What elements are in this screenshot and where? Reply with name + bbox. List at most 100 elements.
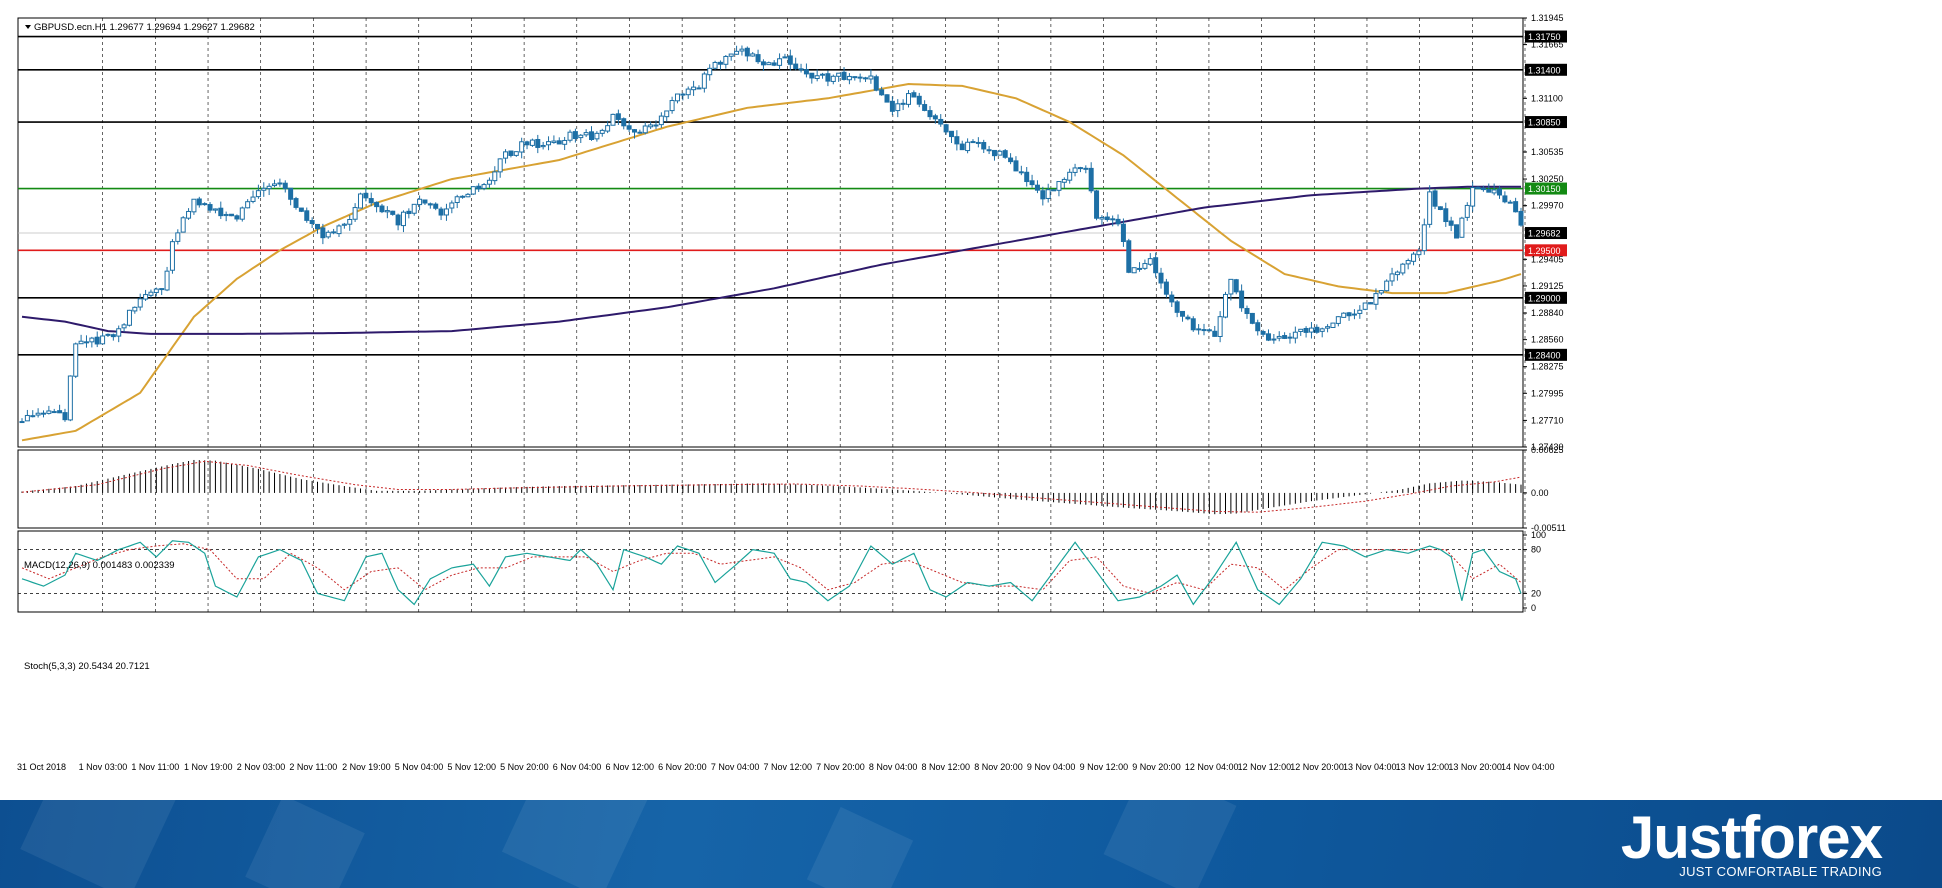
price-tick-label: 1.27430 xyxy=(1531,442,1564,452)
candle-body xyxy=(1357,309,1363,314)
brand-logo[interactable]: Justforex xyxy=(1620,804,1883,871)
candle-body xyxy=(658,115,664,126)
candle-body xyxy=(207,204,213,211)
candle-body xyxy=(578,134,584,139)
candle-body xyxy=(938,118,944,125)
candle-body xyxy=(803,69,809,75)
candle-body xyxy=(1169,294,1175,303)
candle-body xyxy=(766,62,772,66)
candle-body xyxy=(40,412,46,415)
stoch-tick-label: 20 xyxy=(1531,588,1541,598)
price-tick-label: 1.30535 xyxy=(1531,147,1564,157)
candle-body xyxy=(916,95,922,105)
time-label: 12 Nov 12:00 xyxy=(1238,762,1292,772)
candle-body xyxy=(1470,187,1476,207)
candle-body xyxy=(755,54,761,63)
candle-body xyxy=(1427,191,1433,225)
candle-body xyxy=(1126,240,1132,273)
candle-body xyxy=(1180,310,1186,317)
candle-body xyxy=(760,61,766,66)
candle-body xyxy=(1518,210,1524,226)
candle-body xyxy=(997,150,1003,156)
candle-body xyxy=(433,203,439,209)
candle-body xyxy=(363,192,369,199)
candle-body xyxy=(1287,336,1293,339)
candle-body xyxy=(315,223,321,230)
banner-shape xyxy=(501,800,649,888)
price-tick-label: 1.29970 xyxy=(1531,201,1564,211)
candle-body xyxy=(922,104,928,111)
candle-body xyxy=(1206,329,1212,332)
candle-body xyxy=(809,72,815,79)
candle-body xyxy=(691,86,697,91)
candle-body xyxy=(750,53,756,57)
candle-body xyxy=(863,77,869,80)
candle-body xyxy=(374,201,380,208)
candle-body xyxy=(793,63,799,70)
candle-body xyxy=(175,232,181,242)
price-tick-label: 1.27995 xyxy=(1531,388,1564,398)
candle-body xyxy=(535,138,541,148)
level-price-label: 1.31750 xyxy=(1528,32,1561,42)
candle-body xyxy=(1083,167,1089,170)
price-axis: 1.31750 1.31400 1.30850 1.30150 1.29500 1.290… xyxy=(1523,13,1567,613)
candle-body xyxy=(1394,271,1400,276)
candle-body xyxy=(696,87,702,90)
candle-body xyxy=(497,158,503,173)
panel-frames xyxy=(17,17,1524,613)
price-chart[interactable]: 1.31750 1.31400 1.30850 1.30150 1.29500 1.290… xyxy=(0,0,1942,800)
candle-body xyxy=(1013,160,1019,172)
candle-body xyxy=(852,76,858,79)
candle-body xyxy=(1088,167,1094,192)
time-label: 2 Nov 19:00 xyxy=(342,762,391,772)
collapse-triangle-icon[interactable] xyxy=(25,25,31,29)
price-tick-label: 1.28560 xyxy=(1531,335,1564,345)
candle-body xyxy=(1292,331,1298,339)
candle-body xyxy=(879,89,885,96)
time-label: 1 Nov 19:00 xyxy=(184,762,233,772)
candle-body xyxy=(734,50,740,55)
candle-body xyxy=(529,139,535,146)
time-label: 8 Nov 20:00 xyxy=(974,762,1023,772)
time-label: 5 Nov 04:00 xyxy=(395,762,444,772)
candle-body xyxy=(143,294,149,300)
candle-body xyxy=(1325,326,1331,329)
candle-body xyxy=(1244,307,1250,315)
candle-body xyxy=(100,335,106,345)
candle-body xyxy=(186,210,192,219)
stoch-main-line xyxy=(21,540,1522,606)
candle-body xyxy=(1029,180,1035,186)
candle-body xyxy=(272,183,278,187)
candle-body xyxy=(1497,188,1503,196)
candle-body xyxy=(685,88,691,96)
time-label: 12 Nov 20:00 xyxy=(1290,762,1344,772)
candle-body xyxy=(89,337,95,343)
candle-body xyxy=(46,410,52,414)
candle-body xyxy=(1416,250,1422,256)
candle-body xyxy=(1260,331,1266,335)
candle-body xyxy=(417,198,423,206)
candle-body xyxy=(1513,201,1519,213)
candle-body xyxy=(196,198,202,206)
candle-body xyxy=(621,118,627,127)
candle-body xyxy=(895,103,901,112)
time-label: 9 Nov 12:00 xyxy=(1080,762,1129,772)
candle-body xyxy=(460,195,466,198)
stoch-tick-label: 100 xyxy=(1531,530,1546,540)
candle-body xyxy=(707,67,713,76)
candle-body xyxy=(1265,333,1271,341)
time-label: 2 Nov 11:00 xyxy=(289,762,337,772)
macd-panel-frame xyxy=(17,449,1524,529)
candle-body xyxy=(94,336,100,345)
candle-body xyxy=(637,131,643,134)
candle-body xyxy=(83,341,89,344)
candle-body xyxy=(288,187,294,200)
macd-panel xyxy=(21,459,1522,515)
candle-body xyxy=(1308,327,1314,333)
candle-body xyxy=(293,198,299,208)
candle-body xyxy=(352,207,358,220)
candle-body xyxy=(1298,328,1304,332)
candle-body xyxy=(390,210,396,215)
candle-body xyxy=(1040,190,1046,200)
candle-body xyxy=(148,291,154,296)
